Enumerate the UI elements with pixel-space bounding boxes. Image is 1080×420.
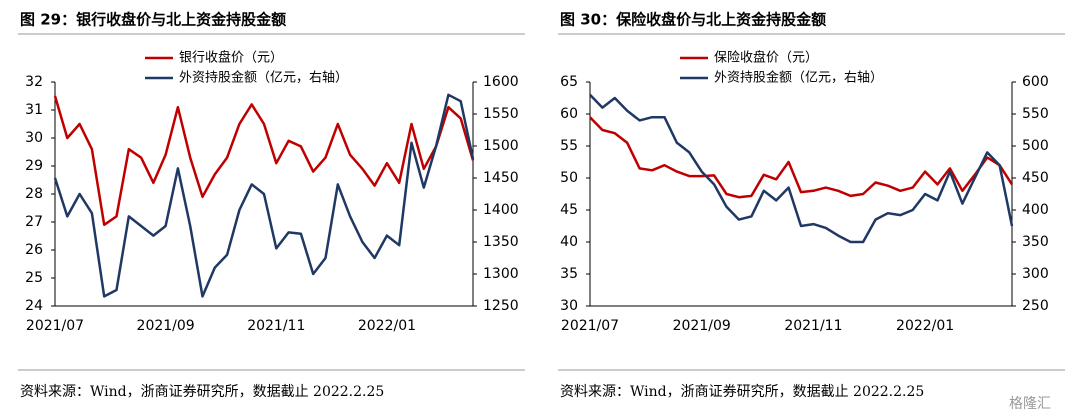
y2-tick-label: 1350 (483, 234, 519, 250)
y2-tick-label: 300 (1022, 266, 1049, 282)
x-tick-label: 2022/01 (358, 318, 416, 334)
y-tick-label: 30 (560, 298, 578, 314)
y2-tick-label: 1400 (483, 202, 519, 218)
y-tick-label: 27 (25, 214, 43, 230)
y2-tick-label: 1500 (483, 138, 519, 154)
y-tick-label: 31 (25, 102, 43, 118)
y2-tick-label: 350 (1022, 234, 1049, 250)
y-tick-label: 45 (560, 202, 578, 218)
watermark: 格隆汇 (1009, 396, 1051, 412)
y2-tick-label: 1550 (483, 106, 519, 122)
y2-tick-label: 400 (1022, 202, 1049, 218)
y2-tick-label: 250 (1022, 298, 1049, 314)
series-line (589, 116, 1014, 199)
y-tick-label: 25 (25, 270, 43, 286)
legend-label: 银行收盘价（元） (179, 50, 283, 66)
series-line (53, 93, 475, 298)
y2-tick-label: 1250 (483, 298, 519, 314)
series-line (53, 95, 475, 227)
y-tick-label: 26 (25, 242, 43, 258)
series-line (589, 93, 1014, 244)
x-tick-label: 2021/11 (247, 318, 305, 334)
x-tick-label: 2022/01 (896, 318, 954, 334)
y2-tick-label: 550 (1022, 106, 1049, 122)
y-tick-label: 28 (25, 186, 43, 202)
source: 资料来源：Wind，浙商证券研究所，数据截止 2022.2.25 (20, 384, 384, 400)
y2-tick-label: 500 (1022, 138, 1049, 154)
y-tick-label: 55 (560, 138, 578, 154)
y-tick-label: 60 (560, 106, 578, 122)
y2-tick-label: 1300 (483, 266, 519, 282)
y-tick-label: 65 (560, 74, 578, 90)
y2-tick-label: 600 (1022, 74, 1049, 90)
legend-label: 外资持股金额（亿元，右轴） (714, 70, 883, 86)
y2-tick-label: 450 (1022, 170, 1049, 186)
legend-label: 保险收盘价（元） (714, 50, 818, 66)
y2-tick-label: 1450 (483, 170, 519, 186)
source: 资料来源：Wind，浙商证券研究所，数据截止 2022.2.25 (560, 384, 924, 400)
chart-title: 图 30：保险收盘价与北上资金持股金额 (560, 11, 826, 29)
x-tick-label: 2021/09 (673, 318, 731, 334)
x-tick-label: 2021/07 (561, 318, 619, 334)
y-tick-label: 40 (560, 234, 578, 250)
y-tick-label: 30 (25, 130, 43, 146)
y-tick-label: 29 (25, 158, 43, 174)
x-tick-label: 2021/07 (26, 318, 84, 334)
y-tick-label: 24 (25, 298, 43, 314)
x-tick-label: 2021/11 (784, 318, 842, 334)
chart-title: 图 29：银行收盘价与北上资金持股金额 (20, 11, 286, 29)
legend-label: 外资持股金额（亿元，右轴） (179, 70, 348, 86)
y-tick-label: 32 (25, 74, 43, 90)
y2-tick-label: 1600 (483, 74, 519, 90)
x-tick-label: 2021/09 (137, 318, 195, 334)
y-tick-label: 35 (560, 266, 578, 282)
y-tick-label: 50 (560, 170, 578, 186)
